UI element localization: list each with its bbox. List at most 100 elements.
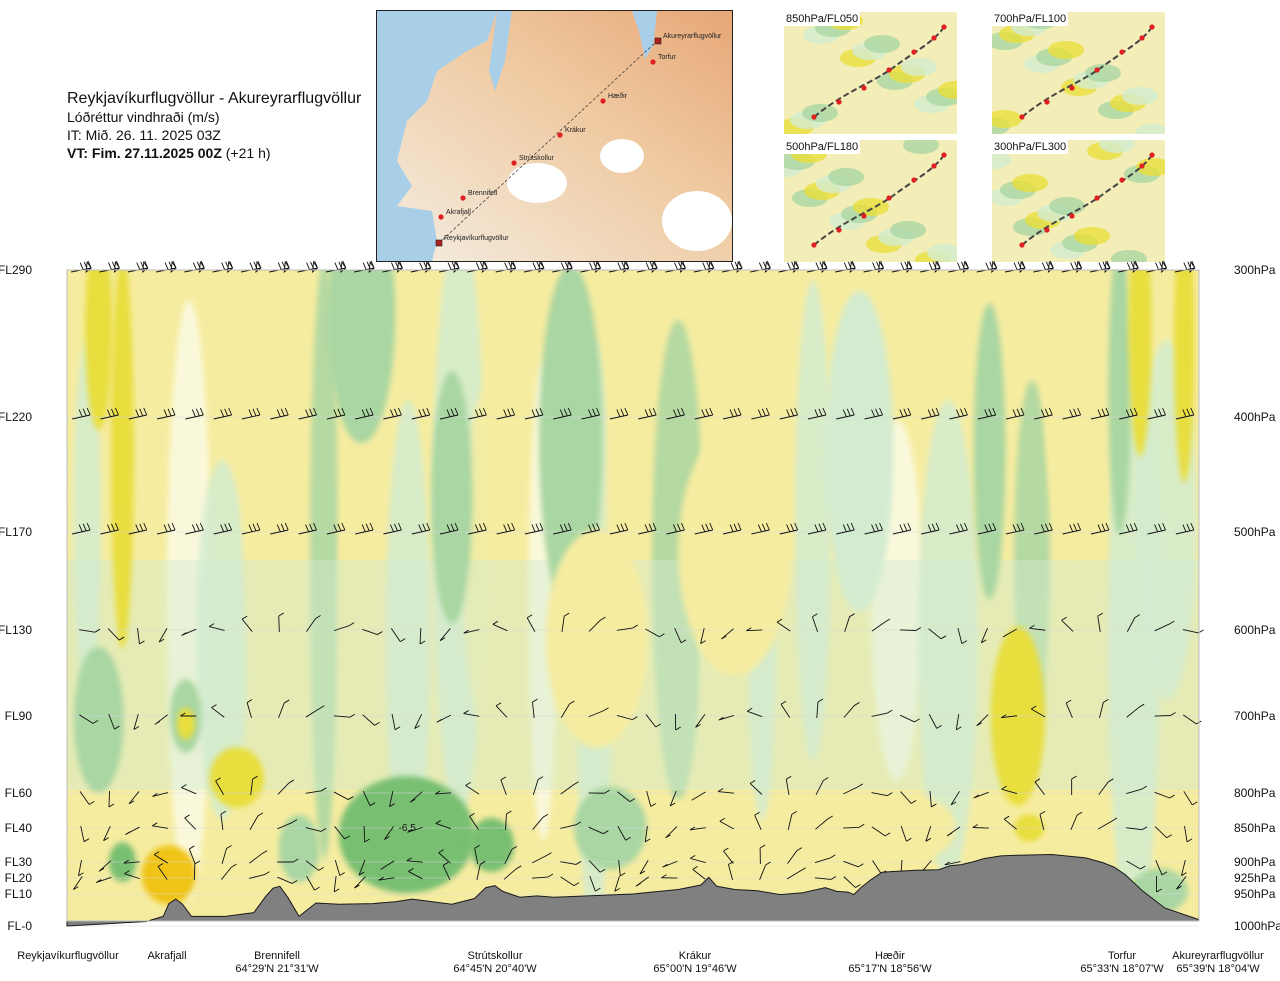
wind-barb [616, 624, 638, 631]
wind-barb [638, 407, 657, 420]
wind-barb [334, 826, 350, 840]
wind-barb [103, 825, 111, 842]
wind-barb [463, 710, 480, 717]
waypoint-name: Akureyrarflugvöllur [1172, 950, 1264, 962]
thumb-waypoint [886, 67, 892, 73]
waypoint-coord: 65°17'N 18°56'W [848, 963, 932, 975]
thumb-route [813, 154, 945, 246]
wind-barb [80, 825, 90, 843]
waypoint-name: Brennifell [254, 950, 300, 962]
wind-barb [79, 714, 99, 724]
velocity-band [73, 340, 101, 700]
wind-barb [154, 714, 168, 725]
wind-barb [689, 826, 706, 831]
wind-barb [980, 627, 988, 644]
wind-barb [694, 522, 714, 535]
waypoint-name: Torfur [1108, 950, 1136, 962]
waypoint-coord: 65°33'N 18°07'W [1080, 963, 1164, 975]
wind-barb [925, 825, 932, 842]
wind-barb [391, 713, 401, 731]
wind-barb [151, 822, 169, 829]
thumbnail-850hpa[interactable]: 850hPa/FL050 [784, 12, 957, 134]
waypoint-coord: 64°45'N 20°40'W [453, 963, 537, 975]
thumbnail-500hpa[interactable]: 500hPa/FL180 [784, 140, 957, 262]
velocity-band [196, 460, 248, 820]
wind-barb [1003, 815, 1017, 830]
wind-barb [1029, 624, 1046, 631]
wind-barb [836, 522, 855, 535]
wind-barb [666, 522, 685, 535]
wind-barb [1099, 699, 1109, 719]
wind-barb [662, 860, 678, 868]
velocity-cell [85, 270, 113, 431]
wind-barb [468, 407, 487, 420]
thumb-waypoint [941, 24, 947, 30]
thumb-waypoint [911, 177, 917, 183]
wind-barb [674, 627, 687, 644]
thumbnail-850hpa-label: 850hPa/FL050 [784, 12, 861, 26]
waypoint-coord: 65°39'N 18°04'W [1176, 963, 1260, 975]
left-axis-label: FL10 [5, 887, 33, 901]
thumbnail-300hpa-label: 300hPa/FL300 [992, 140, 1069, 154]
wind-barb [476, 860, 486, 881]
wind-barb [1155, 859, 1168, 876]
wind-barb [156, 407, 176, 420]
wind-barb [787, 810, 798, 831]
wind-barb [436, 714, 452, 723]
wind-barb [946, 826, 961, 837]
wind-barb [468, 522, 487, 535]
wind-barb [524, 407, 544, 420]
map-waypoint-marker [650, 59, 656, 65]
wind-barb [469, 813, 479, 830]
route-map[interactable]: Akureyrarflugvöllur Torfur Hæðir Krákur Strú… [376, 10, 733, 262]
wind-barb [108, 790, 115, 808]
thumb-waypoint [931, 35, 937, 41]
wind-barb [333, 875, 340, 893]
wind-barb [1181, 859, 1187, 876]
wind-barb [950, 791, 960, 806]
thumbnail-300hpa[interactable]: 300hPa/FL300 [992, 140, 1165, 262]
wind-barb [221, 863, 237, 880]
wind-barb [1005, 522, 1025, 535]
wind-barb [588, 707, 609, 718]
right-axis-label: 850hPa [1234, 821, 1276, 835]
velocity-cell [468, 817, 515, 873]
wind-barb [581, 407, 600, 420]
wind-barb [133, 713, 140, 730]
wind-barb [409, 791, 423, 803]
thumb-waypoint [1019, 242, 1025, 248]
velocity-band [386, 400, 430, 880]
wind-barb [355, 407, 374, 420]
wind-barb [496, 522, 516, 535]
wind-barb [645, 714, 662, 728]
thumb-waypoint [1149, 152, 1155, 158]
wind-barb [900, 825, 912, 842]
chart-header: Reykjavíkurflugvöllur - Akureyrarflugvöl… [67, 90, 361, 162]
wind-barb [1154, 712, 1176, 717]
wind-barb [1097, 612, 1103, 633]
wind-barb [899, 627, 922, 631]
wind-barb [589, 875, 601, 892]
map-waypoint-marker [438, 214, 444, 220]
wind-barb [759, 861, 771, 881]
thumb-field [938, 81, 957, 99]
wind-barb [492, 620, 508, 632]
wind-barb [465, 781, 480, 795]
thumb-field [828, 168, 864, 186]
velocity-cell [176, 707, 195, 740]
wind-barb [79, 791, 95, 805]
wind-barb [560, 821, 582, 829]
thumb-field [992, 151, 1011, 169]
wind-barb [1126, 785, 1147, 794]
thumbnail-700hpa[interactable]: 700hPa/FL100 [992, 12, 1165, 134]
wind-barb [815, 815, 833, 830]
velocity-cell [1108, 270, 1132, 535]
velocity-cell [278, 814, 320, 883]
thumb-waypoint [911, 49, 917, 55]
wind-barb [407, 826, 423, 833]
wind-barb [1002, 628, 1018, 638]
left-axis-label: FL30 [5, 855, 33, 869]
wind-barb [495, 702, 508, 718]
wind-barb [751, 522, 770, 535]
map-waypoint-label: Torfur [658, 54, 677, 61]
